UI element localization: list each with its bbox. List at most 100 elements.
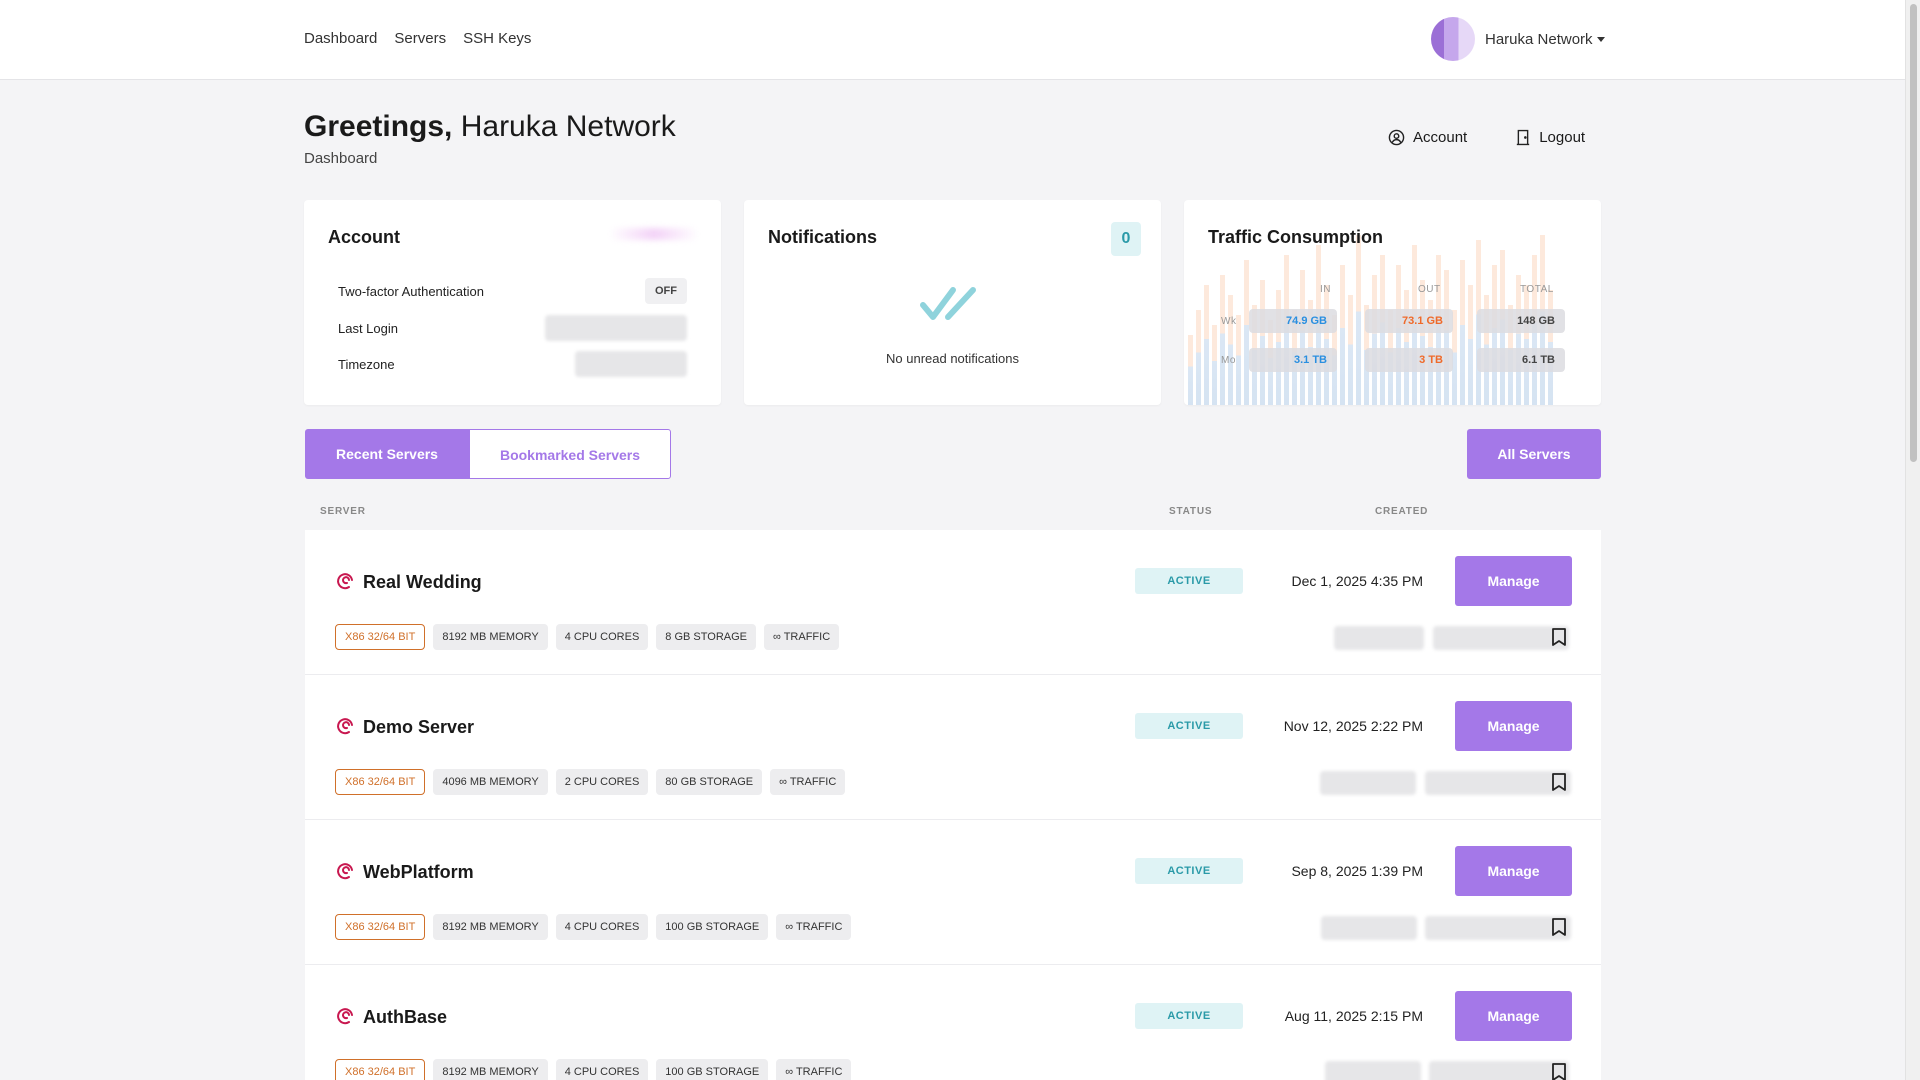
server-location-redacted	[1429, 1061, 1569, 1080]
bookmark-icon[interactable]	[1551, 917, 1567, 937]
storage-tag: 100 GB STORAGE	[656, 914, 769, 940]
header-actions: Account Logout	[1388, 129, 1585, 146]
decorative-glow	[609, 228, 699, 240]
traffic-month-out: 3 TB	[1365, 348, 1453, 372]
server-spec-tags: X86 32/64 BIT 8192 MB MEMORY 4 CPU CORES 10…	[335, 914, 852, 940]
storage-tag: 80 GB STORAGE	[656, 769, 763, 795]
notifications-card-title: Notifications	[768, 227, 878, 247]
traffic-col-out: OUT	[1418, 284, 1441, 295]
timezone-label: Timezone	[338, 357, 395, 372]
traffic-background-bar	[1396, 265, 1401, 405]
user-circle-icon	[1388, 129, 1405, 146]
arch-tag: X86 32/64 BIT	[335, 914, 426, 940]
traffic-col-total: TOTAL	[1520, 284, 1554, 295]
last-login-value	[545, 315, 687, 341]
traffic-background-bar	[1492, 265, 1497, 405]
server-row: Real Wedding ACTIVE Dec 1, 2025 4:35 PM …	[305, 530, 1601, 675]
all-servers-button[interactable]: All Servers	[1467, 429, 1601, 479]
traffic-background-bar	[1372, 275, 1377, 405]
debian-swirl-icon	[337, 1008, 353, 1025]
tab-bookmarked-servers[interactable]: Bookmarked Servers	[469, 429, 671, 479]
timezone-value	[575, 351, 687, 377]
account-link[interactable]: Account	[1388, 129, 1467, 146]
server-location-redacted	[1425, 771, 1571, 795]
debian-swirl-icon	[337, 573, 353, 590]
manage-server-button[interactable]: Manage	[1455, 701, 1572, 751]
server-status-badge: ACTIVE	[1135, 858, 1243, 884]
traffic-background-bar	[1468, 285, 1473, 405]
traffic-background-bar	[1356, 235, 1361, 405]
page-scrollbar[interactable]	[1905, 0, 1920, 1080]
manage-server-button[interactable]: Manage	[1455, 991, 1572, 1041]
server-row: AuthBase ACTIVE Aug 11, 2025 2:15 PM Man…	[305, 965, 1601, 1080]
traffic-background-bar	[1516, 275, 1521, 405]
manage-server-button[interactable]: Manage	[1455, 846, 1572, 896]
traffic-background-bar	[1228, 295, 1233, 405]
last-login-label: Last Login	[338, 321, 398, 336]
server-name[interactable]: WebPlatform	[363, 862, 474, 882]
traffic-background-bar	[1188, 335, 1193, 405]
traffic-background-bar	[1244, 260, 1249, 405]
user-menu-name: Haruka Network	[1485, 31, 1605, 48]
server-created-date: Sep 8, 2025 1:39 PM	[1291, 863, 1423, 879]
column-header-status: STATUS	[1169, 506, 1213, 517]
traffic-tag: ∞ TRAFFIC	[770, 769, 846, 795]
traffic-col-in: IN	[1320, 284, 1331, 295]
traffic-background-bar	[1260, 280, 1265, 405]
server-ip-redacted	[1320, 771, 1416, 795]
account-link-label: Account	[1413, 129, 1468, 146]
door-icon	[1517, 129, 1530, 146]
traffic-tag: ∞ TRAFFIC	[776, 1059, 852, 1080]
nav-dashboard[interactable]: Dashboard	[304, 30, 378, 47]
server-status-badge: ACTIVE	[1135, 568, 1243, 594]
traffic-background-bar	[1204, 285, 1209, 405]
traffic-background-bar	[1348, 295, 1353, 405]
caret-down-icon	[1596, 37, 1605, 43]
logout-link[interactable]: Logout	[1515, 129, 1585, 146]
traffic-row-month-label: Mo	[1221, 355, 1236, 366]
server-name[interactable]: Real Wedding	[363, 572, 482, 592]
nav-ssh-keys[interactable]: SSH Keys	[463, 30, 532, 47]
server-location-redacted	[1433, 626, 1569, 650]
traffic-background-bar	[1452, 310, 1457, 405]
nav-servers[interactable]: Servers	[394, 30, 447, 47]
server-ip-redacted	[1325, 1061, 1421, 1080]
debian-swirl-icon	[337, 718, 353, 735]
server-spec-tags: X86 32/64 BIT 4096 MB MEMORY 2 CPU CORES 80…	[335, 769, 846, 795]
server-name[interactable]: AuthBase	[363, 1007, 448, 1027]
traffic-tag: ∞ TRAFFIC	[776, 914, 852, 940]
user-menu[interactable]: Haruka Network	[1431, 17, 1605, 61]
traffic-background-bar	[1212, 325, 1217, 405]
traffic-month-in: 3.1 TB	[1249, 348, 1337, 372]
greeting-name: Haruka Network	[460, 110, 676, 143]
server-name[interactable]: Demo Server	[363, 717, 475, 737]
two-factor-label: Two-factor Authentication	[338, 284, 484, 299]
page-subtitle: Dashboard	[304, 150, 378, 167]
traffic-background-bar	[1460, 260, 1465, 405]
column-header-server: SERVER	[320, 506, 366, 517]
scrollbar-thumb[interactable]	[1910, 4, 1917, 462]
traffic-background-bar	[1548, 290, 1553, 405]
top-navbar: Dashboard Servers SSH Keys Haruka Networ…	[0, 0, 1905, 80]
traffic-background-bar	[1404, 290, 1409, 405]
traffic-background-bar	[1324, 285, 1329, 405]
bookmark-icon[interactable]	[1551, 772, 1567, 792]
bookmark-icon[interactable]	[1551, 1062, 1567, 1080]
bookmark-icon[interactable]	[1551, 627, 1567, 647]
arch-tag: X86 32/64 BIT	[335, 1059, 426, 1080]
tab-recent-servers[interactable]: Recent Servers	[305, 429, 469, 479]
traffic-background-bar	[1236, 315, 1241, 405]
traffic-week-in: 74.9 GB	[1249, 309, 1337, 333]
traffic-background-bar	[1444, 270, 1449, 405]
double-check-icon	[920, 287, 976, 320]
server-spec-tags: X86 32/64 BIT 8192 MB MEMORY 4 CPU CORES 8 …	[335, 624, 840, 650]
manage-server-button[interactable]: Manage	[1455, 556, 1572, 606]
page-title: Greetings, Haruka Network	[304, 110, 676, 144]
server-status-badge: ACTIVE	[1135, 713, 1243, 739]
logout-link-label: Logout	[1539, 129, 1586, 146]
traffic-background-bar	[1220, 275, 1225, 405]
debian-swirl-icon	[337, 863, 353, 880]
server-status-badge: ACTIVE	[1135, 1003, 1243, 1029]
account-card: Account Two-factor Authentication OFF La…	[304, 200, 721, 405]
cpu-tag: 4 CPU CORES	[555, 914, 649, 940]
